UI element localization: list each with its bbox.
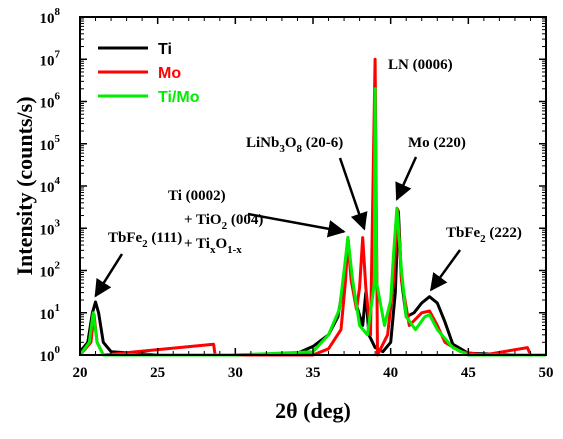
y-tick-label: 100 — [40, 344, 61, 365]
x-axis-title: 2θ (deg) — [275, 398, 351, 423]
y-tick-label: 106 — [40, 91, 61, 112]
annotation-arrow — [430, 249, 462, 292]
y-tick-label: 108 — [40, 6, 61, 27]
x-tick-label: 45 — [461, 365, 476, 381]
legend: Ti Mo Ti/Mo — [98, 41, 200, 106]
series-line-mo — [78, 57, 546, 357]
y-tick-label: 101 — [40, 302, 61, 323]
annotation-label: Ti (0002) — [168, 188, 226, 204]
y-tick-label: 103 — [40, 217, 61, 238]
annotation-arrow — [247, 212, 346, 238]
y-axis-title: Intensity (counts/s) — [12, 96, 37, 275]
annotation-label: Mo (220) — [408, 135, 466, 151]
annotation-label: LiNb3O8 (20-6) — [246, 135, 343, 155]
x-tick-label: 30 — [228, 365, 243, 381]
series-line-ti — [78, 209, 546, 357]
annotation-arrow — [395, 156, 418, 201]
y-tick-label: 104 — [40, 175, 61, 196]
x-tick-label: 20 — [73, 365, 88, 381]
annotation-label: + TiO2 (004) — [184, 212, 263, 232]
annotation-arrow — [338, 157, 368, 231]
series-layer — [78, 57, 546, 357]
x-tick-label: 35 — [306, 365, 321, 381]
annotation-label: TbFe2 (111) — [108, 230, 182, 250]
y-tick-label: 102 — [40, 260, 61, 281]
legend-label: Mo — [158, 65, 181, 82]
legend-label: Ti — [158, 41, 172, 58]
annotation-arrow — [94, 253, 124, 298]
annotation-label: + TixO1-x — [184, 236, 242, 256]
y-tick-label: 107 — [40, 48, 61, 69]
legend-label: Ti/Mo — [158, 89, 200, 106]
x-tick-label: 50 — [539, 365, 554, 381]
x-tick-label: 40 — [383, 365, 398, 381]
series-line-ti-mo — [78, 87, 546, 357]
annotation-label: LN (0006) — [388, 57, 453, 73]
x-tick-label: 25 — [150, 365, 165, 381]
annotations: TbFe2 (111) Ti (0002) + TiO2 (004) + TixO1-… — [94, 57, 522, 298]
plot-frame — [79, 16, 547, 356]
annotation-label: TbFe2 (222) — [446, 225, 522, 245]
y-tick-label: 105 — [40, 133, 61, 154]
